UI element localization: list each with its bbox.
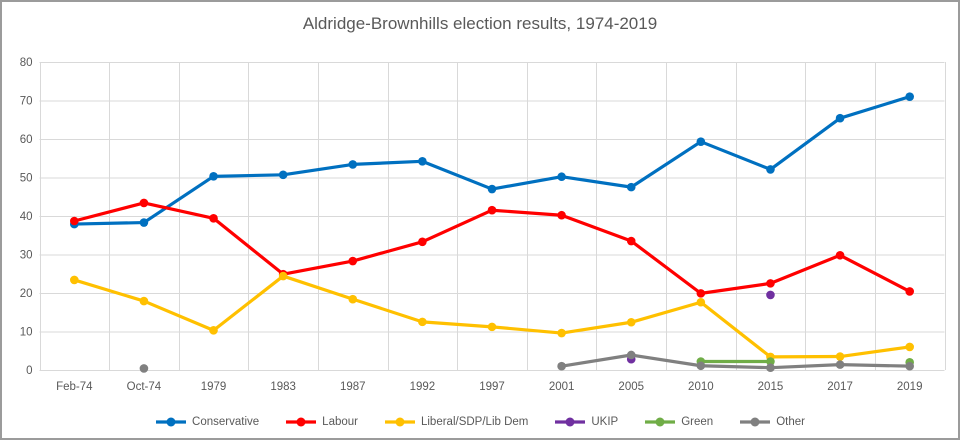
data-point [418,157,427,166]
legend-item-conservative: Conservative [155,416,259,428]
data-point [696,361,706,371]
data-point [348,294,358,304]
x-tick-label: Feb-74 [56,381,93,393]
legend-item-ukip: UKIP [554,416,618,428]
data-point [766,290,775,300]
data-point [905,342,914,352]
data-point [557,328,566,338]
legend-item-labour: Labour [285,416,358,428]
data-point [209,326,218,335]
data-point [348,160,358,169]
data-point [70,275,79,285]
data-point [626,350,636,360]
legend-label: Labour [322,416,358,428]
data-point [835,113,845,123]
data-point [905,92,914,101]
legend-marker-icon [156,417,187,427]
data-point [905,361,914,371]
legend-item-other: Other [739,416,805,428]
y-axis-labels: 0 10 20 30 40 50 60 70 80 [20,57,33,377]
data-point [696,137,706,146]
data-point [626,317,636,327]
data-point [348,256,358,266]
data-point [766,279,775,288]
y-tick-label: 50 [20,173,33,185]
data-point [835,250,845,260]
legend-marker-icon [645,417,676,427]
legend-item-green: Green [644,416,713,428]
series-labour [70,198,914,298]
data-point [557,210,566,220]
data-point [766,165,775,174]
x-tick-label: 2017 [827,381,853,393]
data-point [835,360,845,369]
series-other [139,350,914,373]
data-point [766,357,775,366]
data-point [418,317,427,327]
series-conservative [70,92,914,229]
data-point [139,218,149,227]
legend-label: UKIP [591,416,619,428]
chart-title: Aldridge-Brownhills election results, 19… [302,14,658,33]
y-tick-label: 10 [20,327,33,339]
data-point [835,352,845,361]
x-tick-label: 1983 [270,381,296,393]
x-tick-label: 2015 [758,381,784,393]
data-point [278,271,288,281]
x-tick-label: 1987 [340,381,366,393]
x-tick-label: 1979 [201,381,227,393]
y-tick-label: 40 [20,211,33,223]
data-point [139,198,149,208]
data-point [278,170,288,180]
plot-area: 0 10 20 30 40 50 60 70 80 Feb-74 Oct-74 1979 1983 198… [20,57,946,393]
legend-label: Other [776,416,805,428]
data-point [696,289,706,298]
x-axis-labels: Feb-74 Oct-74 1979 1983 1987 1992 1997 2001 2005… [56,381,922,393]
data-point [70,216,79,226]
data-point [557,361,566,371]
x-tick-label: 1997 [479,381,505,393]
legend-label: Conservative [192,416,260,428]
legend-item-liberal-sdp-lib-dem: Liberal/SDP/Lib Dem [384,416,528,428]
data-point [139,296,149,306]
legend-marker-icon [286,417,317,427]
data-point [487,205,497,215]
y-tick-label: 0 [26,365,32,377]
data-point [626,236,636,246]
legend-marker-icon [384,417,415,427]
x-tick-label: 2010 [688,381,714,393]
legend-label: Liberal/SDP/Lib Dem [420,416,529,428]
legend-label: Green [681,416,714,428]
chart-legend: Conservative Labour Liberal/SDP/Lib Dem UKI… [2,416,958,428]
y-tick-label: 70 [20,96,33,108]
y-tick-label: 20 [20,288,33,300]
gridlines [39,62,946,371]
x-tick-label: 2019 [897,381,923,393]
y-tick-label: 80 [20,57,33,69]
data-point [766,363,775,372]
x-tick-label: 2005 [618,381,644,393]
data-point [905,287,914,296]
data-point [209,214,218,223]
data-point [626,182,636,192]
data-point [209,172,218,181]
data-point [557,172,566,182]
x-tick-label: 2001 [549,381,575,393]
legend-marker-icon [555,417,586,427]
series-liberal-sdp-lib-dem [70,271,914,362]
data-point [139,364,149,373]
data-point [487,184,497,194]
x-tick-label: Oct-74 [127,381,162,393]
y-tick-label: 30 [20,250,33,262]
data-point [418,237,427,247]
data-point [696,297,706,307]
data-point [487,322,497,332]
y-tick-label: 60 [20,134,33,146]
legend-marker-icon [740,417,771,427]
x-tick-label: 1992 [410,381,436,393]
